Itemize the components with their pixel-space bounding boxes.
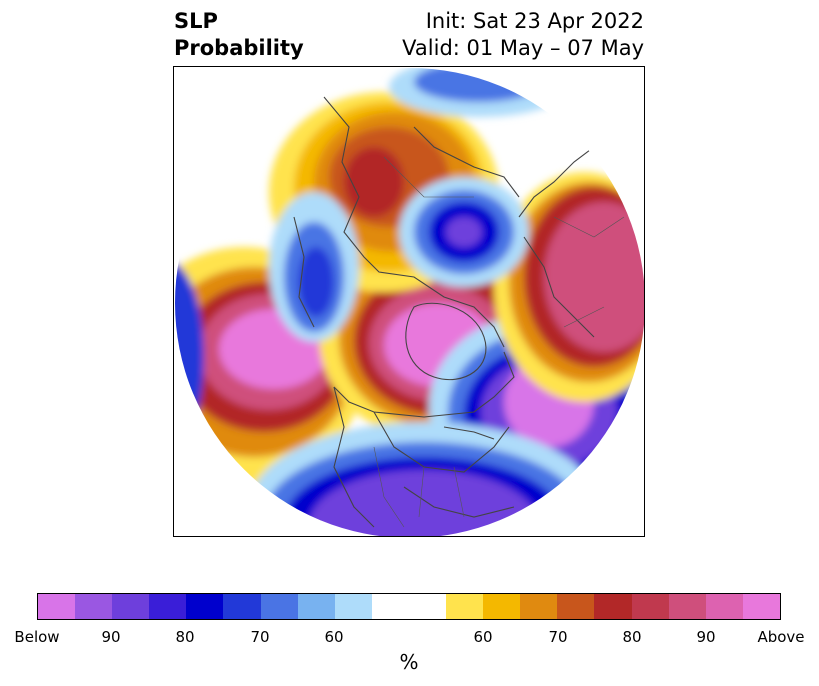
colorbar	[37, 593, 781, 620]
map-dates: Init: Sat 23 Apr 2022 Valid: 01 May – 07…	[402, 8, 644, 62]
colorbar-tick-label: Below	[14, 628, 60, 646]
colorbar-segment	[260, 594, 298, 619]
valid-range: Valid: 01 May – 07 May	[402, 36, 644, 60]
colorbar-tick-label: 70	[250, 628, 270, 646]
colorbar-segment	[520, 594, 558, 619]
colorbar-segment	[334, 594, 372, 619]
colorbar-segment	[446, 594, 484, 619]
colorbar-segment	[149, 594, 187, 619]
title-line-1: SLP	[174, 9, 218, 33]
colorbar-segment	[594, 594, 632, 619]
hemisphere-disc	[175, 68, 644, 536]
colorbar-segment	[38, 594, 76, 619]
map-title: SLP Probability	[174, 8, 304, 62]
colorbar-segment	[631, 594, 669, 619]
colorbar-segment	[557, 594, 595, 619]
colorbar-tick-label: 60	[473, 628, 493, 646]
colorbar-segment	[668, 594, 706, 619]
colorbar-tick-label: 90	[696, 628, 716, 646]
colorbar-segment	[297, 594, 335, 619]
colorbar-segment	[371, 594, 447, 619]
colorbar-segment	[742, 594, 780, 619]
colorbar-tick-label: 90	[101, 628, 121, 646]
colorbar-segment	[186, 594, 224, 619]
colorbar-tick-label: 80	[622, 628, 642, 646]
probability-map	[175, 68, 644, 536]
title-line-2: Probability	[174, 36, 304, 60]
colorbar-tick-label: 60	[324, 628, 344, 646]
colorbar-segment	[483, 594, 521, 619]
coastlines	[293, 96, 615, 528]
colorbar-segment	[223, 594, 261, 619]
map-panel	[173, 66, 645, 537]
colorbar-label: %	[399, 650, 419, 674]
colorbar-segment	[705, 594, 743, 619]
colorbar-tick-label: 80	[175, 628, 195, 646]
colorbar-segment	[112, 594, 150, 619]
colorbar-tick-label: 70	[548, 628, 568, 646]
init-date: Init: Sat 23 Apr 2022	[425, 9, 644, 33]
colorbar-segment	[75, 594, 113, 619]
colorbar-tick-label: Above	[757, 628, 805, 646]
country-borders	[373, 156, 625, 528]
